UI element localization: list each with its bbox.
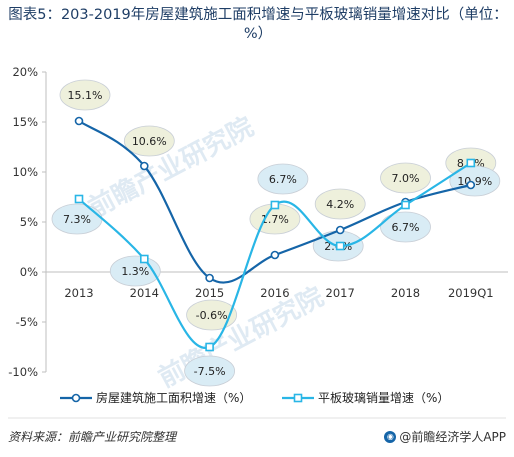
source-note: 资料来源：前瞻产业研究院整理 [8, 430, 177, 444]
series1-marker [466, 180, 476, 190]
series2-marker [401, 200, 410, 210]
brand-credit: ◉ @前瞻经济学人APP [384, 428, 506, 445]
series2-point-bubble: -7.5% [184, 355, 236, 387]
y-tick-label: 15% [12, 115, 38, 129]
legend-series1-marker [71, 393, 81, 403]
series2-point-bubble-shape [257, 163, 309, 195]
series2-point-data-label: 6.7% [269, 173, 297, 186]
series1-point-data-label: 10.6% [132, 135, 167, 148]
y-tick-label: 20% [12, 65, 38, 79]
series1-marker [335, 225, 345, 235]
series1-point-bubble: 15.1% [59, 79, 111, 111]
series1-point-bubble: 4.2% [314, 188, 366, 220]
series1-point-bubble: 1.7% [249, 203, 301, 235]
series1-marker [270, 250, 280, 260]
series2-point-data-label: 10.9% [457, 175, 492, 188]
series1-marker [74, 116, 84, 126]
series2-point-data-label: -7.5% [194, 365, 226, 378]
y-tick-label: 0% [20, 265, 38, 279]
x-tick-label: 2014 [130, 286, 159, 300]
x-tick-label: 2019Q1 [448, 286, 494, 300]
series1-marker [205, 273, 214, 283]
series1-point-bubble-shape [123, 125, 175, 157]
series1-point-data-label: 1.7% [261, 213, 289, 226]
series1-point-data-label: 4.2% [326, 198, 354, 211]
series2-marker [205, 342, 214, 352]
y-tick-label: -10% [8, 365, 38, 379]
series2-point-bubble: 6.7% [257, 163, 309, 195]
series1-point-data-label: 7.0% [392, 172, 420, 185]
series1-point-bubble-shape [380, 162, 431, 194]
series1-point-bubble-shape [186, 299, 238, 331]
series2-point-bubble-shape [184, 355, 236, 387]
x-tick-label: 2015 [195, 286, 224, 300]
brand-logo-icon: ◉ [384, 430, 397, 443]
series1-point-bubble-shape [314, 188, 366, 220]
y-tick-label: 5% [20, 215, 38, 229]
series2-point-bubble: 6.7% [380, 211, 431, 243]
series1-point-bubble: -0.6% [186, 299, 238, 331]
x-tick-label: 2013 [64, 286, 93, 300]
watermark-text: 前瞻产业研究院 [83, 111, 258, 224]
x-tick-label: 2017 [326, 286, 355, 300]
brand-text: @前瞻经济学人APP [399, 430, 506, 444]
series2-marker [466, 158, 476, 168]
series1-point-bubble-shape [59, 79, 111, 111]
legend-series1-label: 房屋建筑施工面积增速（%） [96, 390, 251, 405]
series2-marker [335, 241, 345, 251]
series2-point-data-label: 1.3% [121, 265, 149, 278]
legend-series2-marker [293, 393, 303, 403]
x-tick-label: 2018 [391, 286, 420, 300]
series1-point-data-label: 15.1% [68, 89, 103, 102]
x-tick-label: 2016 [260, 286, 289, 300]
series2-point-bubble: 10.9% [449, 165, 501, 197]
legend-series2-label: 平板玻璃销量增速（%） [318, 391, 449, 405]
y-tick-label: 10% [12, 165, 38, 179]
y-tick-label: -5% [16, 315, 38, 329]
series1-point-bubble: 10.6% [123, 125, 175, 157]
series2-marker [270, 200, 280, 210]
series2-point-bubble-shape [380, 211, 431, 243]
watermark-text: 前瞻产业研究院 [153, 281, 328, 394]
chart-title: 图表5：203-2019年房屋建筑施工面积增速与平板玻璃销量增速对比（单位：%） [8, 7, 508, 42]
series2-marker [140, 254, 149, 264]
legend: 房屋建筑施工面积增速（%） 平板玻璃销量增速（%） [60, 390, 449, 405]
series2-point-bubble: 7.3% [51, 203, 103, 235]
series1-point-data-label: -0.6% [196, 309, 228, 322]
series1-point-bubble: 7.0% [380, 162, 431, 194]
series2-point-data-label: 6.7% [392, 221, 420, 234]
series1-marker [140, 161, 149, 171]
series2-point-data-label: 7.3% [63, 213, 91, 226]
series2-marker [74, 194, 84, 204]
